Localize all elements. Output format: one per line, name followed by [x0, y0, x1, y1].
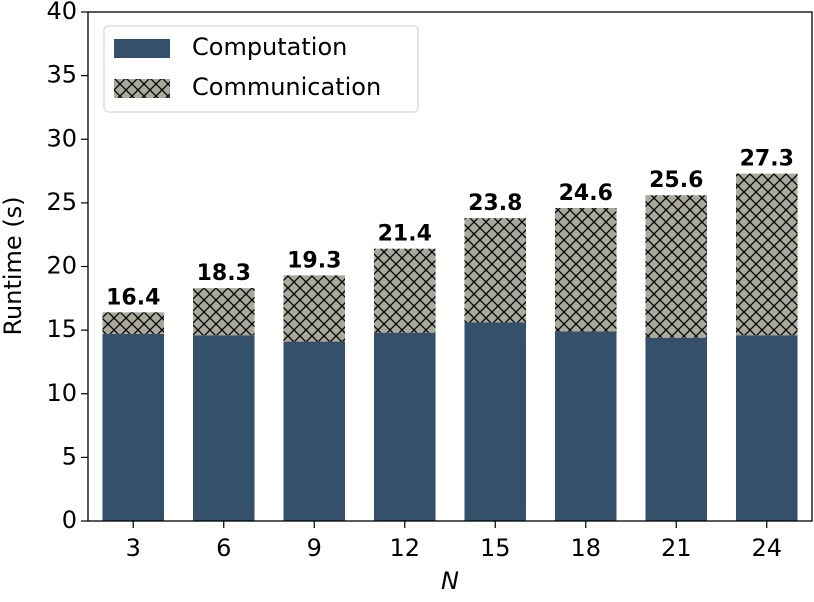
- value-label: 18.3: [197, 261, 251, 286]
- bar-segment: [192, 288, 255, 336]
- value-label: 19.3: [287, 248, 341, 273]
- bar-segment: [554, 207, 617, 332]
- value-label: 27.3: [740, 147, 794, 172]
- bar-segment: [464, 322, 527, 521]
- x-tick-label: 18: [570, 534, 601, 562]
- bar-segment: [192, 335, 255, 521]
- bar-segment: [645, 195, 708, 338]
- bar-segment: [735, 335, 798, 521]
- y-tick-label: 10: [46, 379, 77, 407]
- legend: Computation Communication: [103, 25, 419, 113]
- x-axis-label: N: [441, 567, 459, 595]
- legend-swatch: [114, 39, 170, 58]
- x-tick-label: 24: [751, 534, 782, 562]
- legend-label: Communication: [192, 73, 381, 101]
- value-label: 25.6: [649, 168, 703, 193]
- bar-segment: [645, 337, 708, 521]
- x-tick-label: 9: [307, 534, 322, 562]
- legend-swatch: [114, 79, 170, 98]
- bar-segment: [554, 331, 617, 521]
- x-tick-label: 3: [126, 534, 141, 562]
- value-label: 23.8: [468, 191, 522, 216]
- bar-segment: [283, 275, 346, 342]
- plot-frame: [87, 11, 813, 522]
- y-tick-label: 35: [46, 61, 77, 89]
- y-tick-label: 40: [46, 0, 77, 25]
- y-axis-label: Runtime (s): [0, 196, 27, 335]
- x-tick-label: 12: [389, 534, 420, 562]
- y-tick-label: 15: [46, 315, 77, 343]
- legend-label: Computation: [192, 33, 347, 61]
- value-label: 21.4: [378, 222, 432, 247]
- bar-segment: [735, 173, 798, 336]
- value-label: 16.4: [106, 285, 160, 310]
- bar-segment: [373, 248, 436, 333]
- bar-segment: [283, 341, 346, 521]
- x-tick-label: 6: [216, 534, 231, 562]
- bar-segment: [464, 218, 527, 323]
- value-label: 24.6: [559, 181, 613, 206]
- y-tick-label: 30: [46, 124, 77, 152]
- bar-segment: [102, 333, 165, 521]
- y-tick-label: 5: [62, 442, 77, 470]
- x-tick-label: 21: [661, 534, 692, 562]
- y-tick-label: 20: [46, 252, 77, 280]
- y-tick-label: 0: [62, 506, 77, 534]
- legend-frame: [103, 25, 419, 113]
- bar-segment: [373, 332, 436, 521]
- x-tick-label: 15: [480, 534, 511, 562]
- y-tick-label: 25: [46, 188, 77, 216]
- bar-segment: [102, 312, 165, 334]
